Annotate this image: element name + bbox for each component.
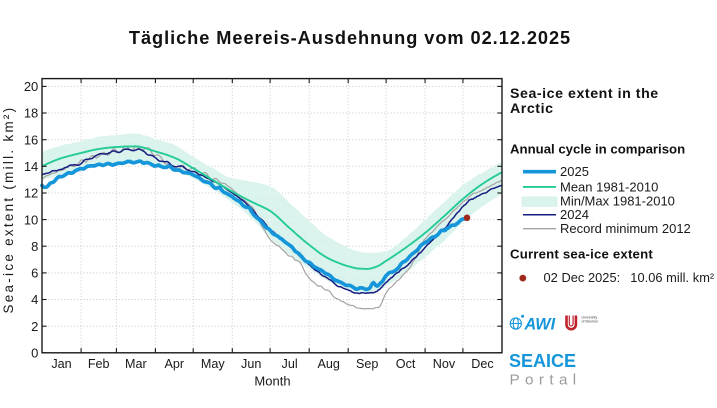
svg-text:Record minimum 2012: Record minimum 2012	[560, 221, 691, 236]
svg-text:Sea-ice extent (mill. km²): Sea-ice extent (mill. km²)	[1, 106, 16, 314]
svg-text:Aug: Aug	[317, 357, 339, 371]
svg-text:10: 10	[24, 212, 38, 227]
svg-text:02 Dec 2025: 10.06 mill. km²: 02 Dec 2025: 10.06 mill. km²	[544, 270, 715, 285]
svg-text:Month: Month	[254, 374, 290, 389]
svg-text:May: May	[201, 357, 225, 371]
svg-text:6: 6	[31, 266, 38, 281]
svg-text:12: 12	[24, 186, 38, 201]
svg-text:Tägliche Meereis-Ausdehnung vo: Tägliche Meereis-Ausdehnung vom 02.12.20…	[129, 28, 571, 48]
svg-text:Arctic: Arctic	[510, 101, 554, 117]
svg-text:Jun: Jun	[241, 357, 261, 371]
svg-text:of Bremen: of Bremen	[582, 320, 599, 324]
svg-text:Dec: Dec	[471, 357, 493, 371]
svg-text:4: 4	[31, 292, 38, 307]
svg-text:20: 20	[24, 79, 38, 94]
svg-text:14: 14	[24, 159, 38, 174]
svg-text:Oct: Oct	[396, 357, 416, 371]
svg-text:Portal: Portal	[510, 372, 582, 389]
svg-text:Jan: Jan	[51, 357, 71, 371]
svg-text:Sep: Sep	[356, 357, 378, 371]
svg-text:2: 2	[31, 319, 38, 334]
svg-text:Mean 1981-2010: Mean 1981-2010	[560, 179, 658, 194]
svg-text:Jul: Jul	[282, 357, 298, 371]
svg-text:2025: 2025	[560, 164, 589, 179]
svg-text:SEAICE: SEAICE	[509, 351, 576, 371]
svg-text:2024: 2024	[560, 207, 589, 222]
svg-text:Sea-ice extent in the: Sea-ice extent in the	[510, 86, 659, 102]
svg-text:0: 0	[31, 346, 38, 361]
svg-text:18: 18	[24, 106, 38, 121]
svg-text:Apr: Apr	[164, 357, 184, 371]
svg-text:University: University	[582, 316, 598, 320]
svg-text:8: 8	[31, 239, 38, 254]
svg-text:Mar: Mar	[125, 357, 147, 371]
svg-text:AWI: AWI	[524, 316, 556, 334]
svg-text:Current sea-ice extent: Current sea-ice extent	[510, 247, 653, 262]
svg-text:Min/Max 1981-2010: Min/Max 1981-2010	[560, 193, 675, 208]
svg-text:Feb: Feb	[88, 357, 110, 371]
svg-text:16: 16	[24, 132, 38, 147]
svg-text:Nov: Nov	[433, 357, 456, 371]
svg-text:Annual cycle in comparison: Annual cycle in comparison	[510, 141, 685, 156]
